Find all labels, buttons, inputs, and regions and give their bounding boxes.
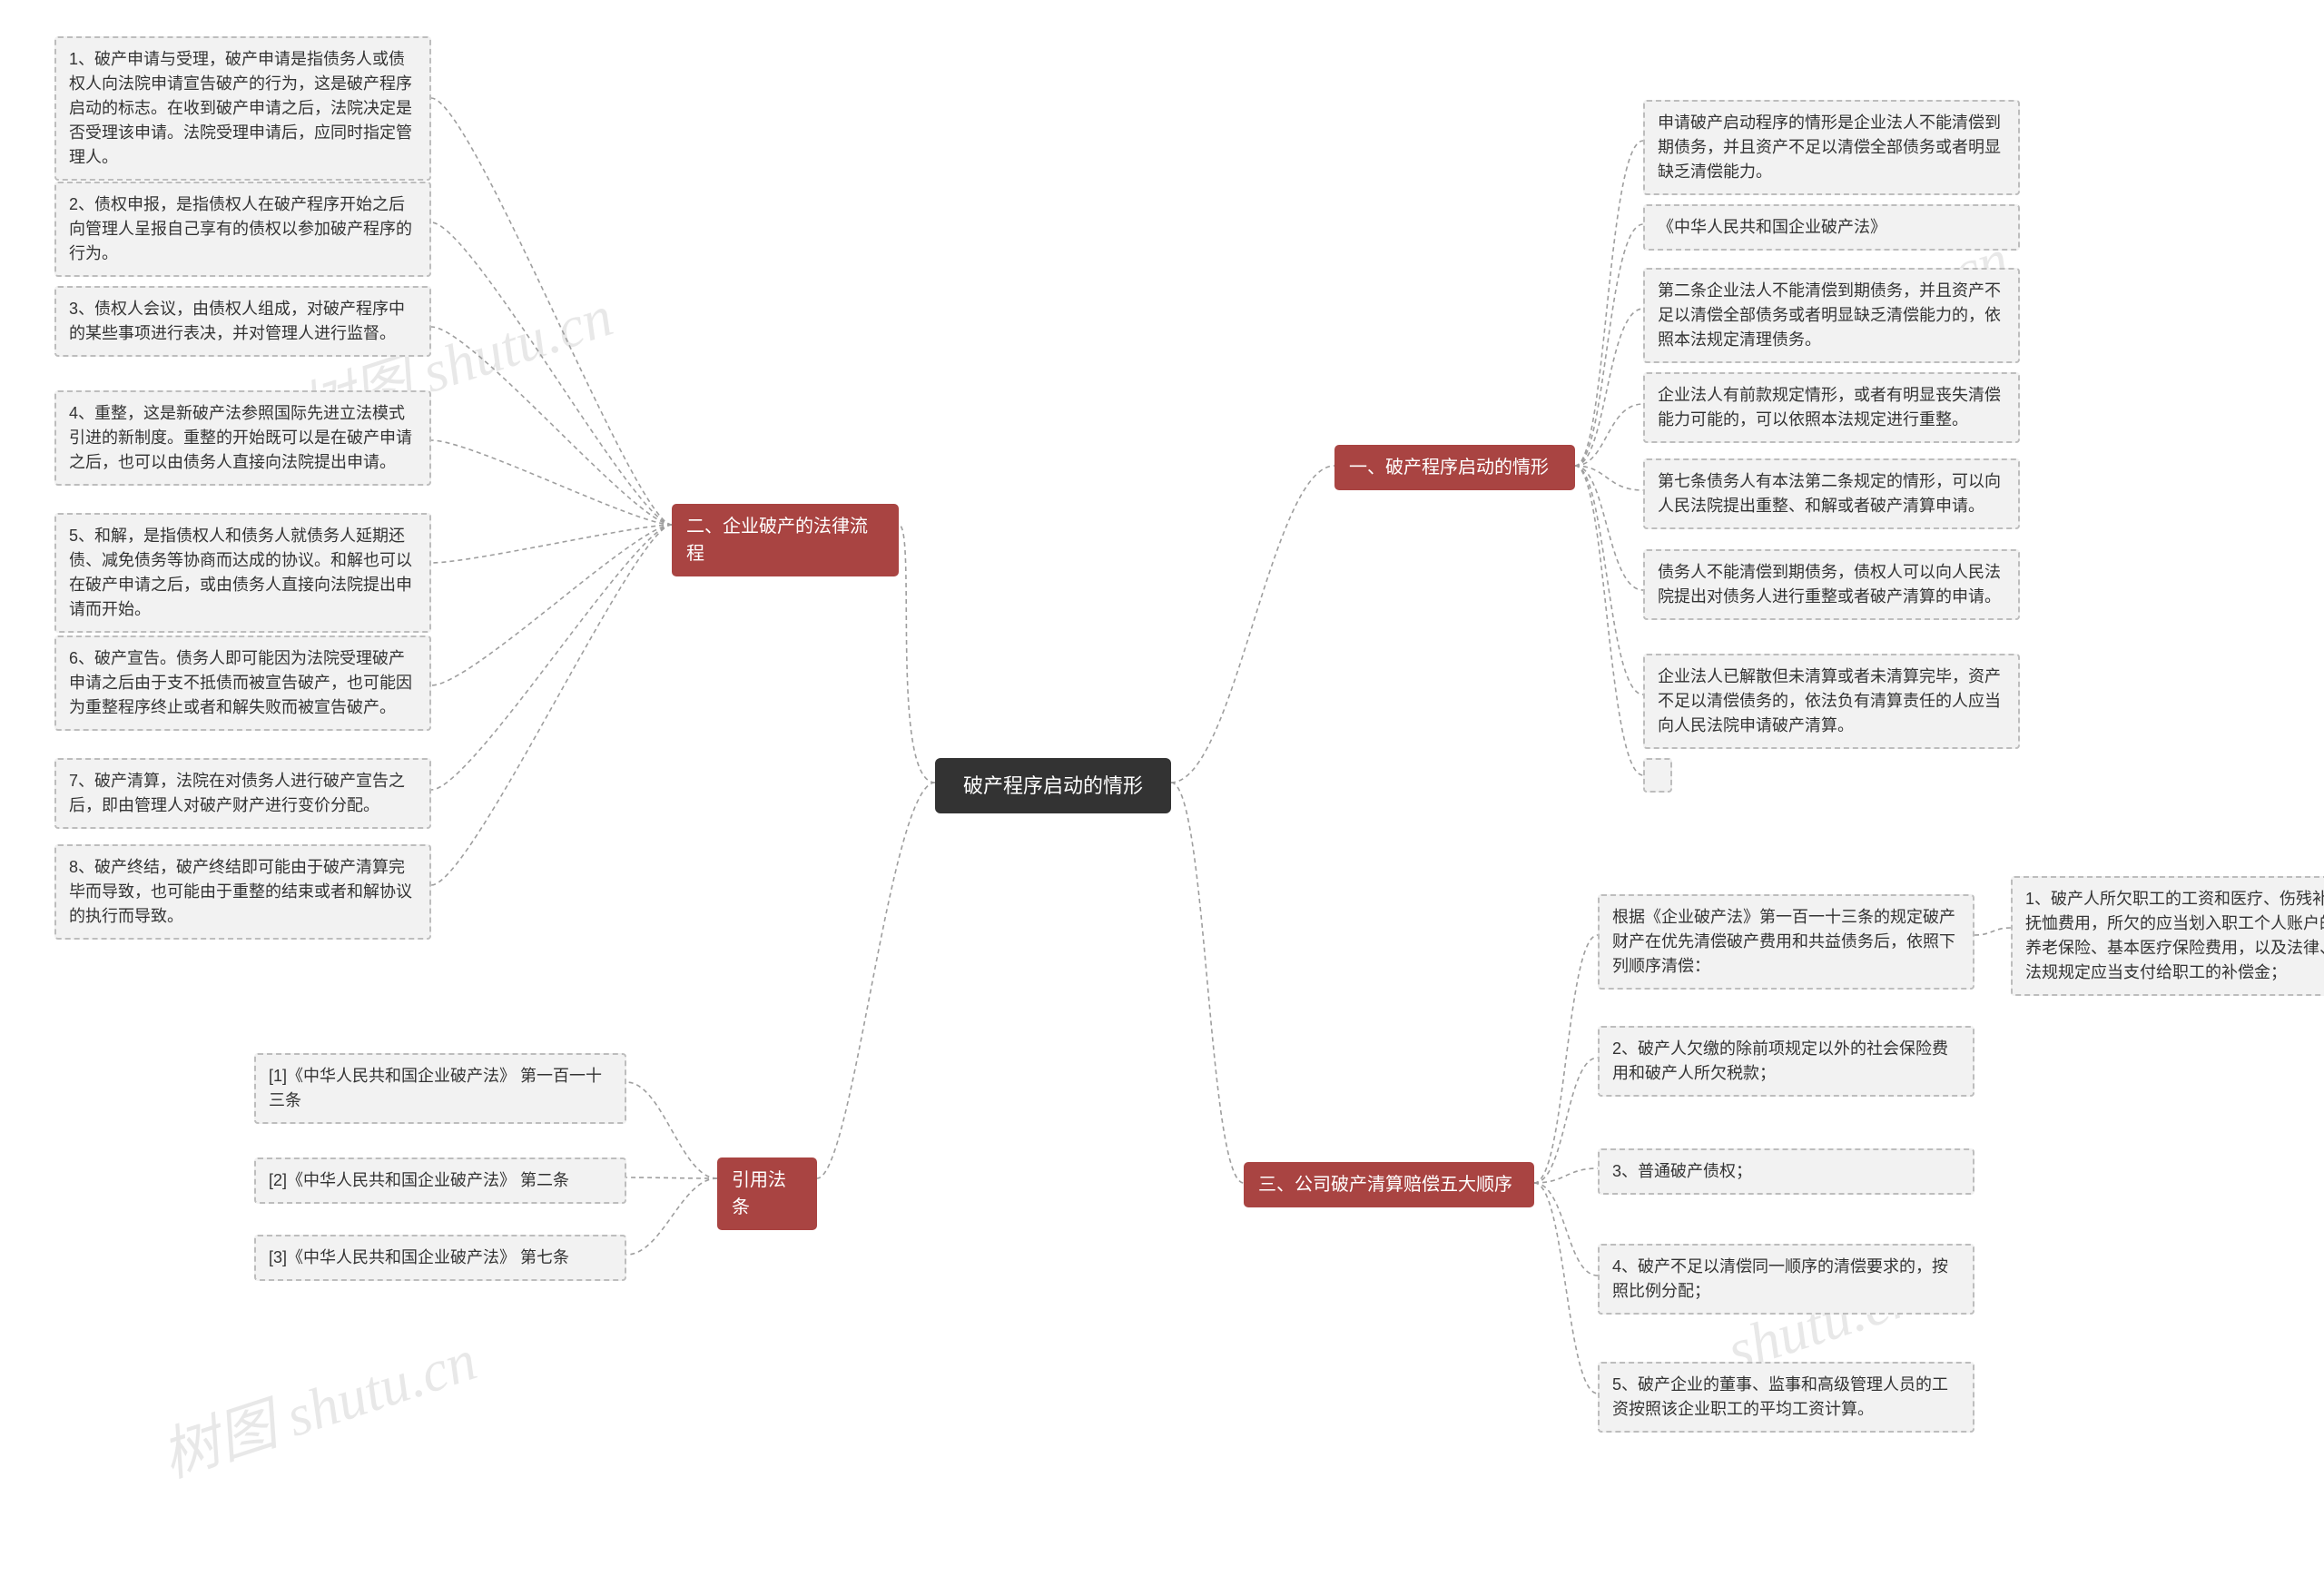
leaf-b1-3[interactable]: 第二条企业法人不能清偿到期债务，并且资产不足以清偿全部债务或者明显缺乏清偿能力的…	[1643, 268, 2020, 363]
leaf-b3-4[interactable]: 4、破产不足以清偿同一顺序的清偿要求的，按照比例分配；	[1598, 1244, 1974, 1315]
leaf-b4-3[interactable]: [3]《中华人民共和国企业破产法》 第七条	[254, 1235, 626, 1281]
leaf-b1-6[interactable]: 债务人不能清偿到期债务，债权人可以向人民法院提出对债务人进行重整或者破产清算的申…	[1643, 549, 2020, 620]
leaf-b3-5[interactable]: 5、破产企业的董事、监事和高级管理人员的工资按照该企业职工的平均工资计算。	[1598, 1362, 1974, 1433]
leaf-b3-2[interactable]: 2、破产人欠缴的除前项规定以外的社会保险费用和破产人所欠税款；	[1598, 1026, 1974, 1097]
leaf-b3-1[interactable]: 根据《企业破产法》第一百一十三条的规定破产财产在优先清偿破产费用和共益债务后，依…	[1598, 894, 1974, 990]
leaf-b2-1[interactable]: 1、破产申请与受理，破产申请是指债务人或债权人向法院申请宣告破产的行为，这是破产…	[54, 36, 431, 181]
leaf-b1-1[interactable]: 申请破产启动程序的情形是企业法人不能清偿到期债务，并且资产不足以清偿全部债务或者…	[1643, 100, 2020, 195]
watermark: 树图 shutu.cn	[150, 1314, 486, 1493]
leaf-b4-2[interactable]: [2]《中华人民共和国企业破产法》 第二条	[254, 1157, 626, 1204]
leaf-b2-5[interactable]: 5、和解，是指债权人和债务人就债务人延期还债、减免债务等协商而达成的协议。和解也…	[54, 513, 431, 633]
leaf-b2-4[interactable]: 4、重整，这是新破产法参照国际先进立法模式引进的新制度。重整的开始既可以是在破产…	[54, 390, 431, 486]
leaf-b1-8[interactable]	[1643, 758, 1672, 793]
leaf-b4-1[interactable]: [1]《中华人民共和国企业破产法》 第一百一十三条	[254, 1053, 626, 1124]
leaf-b2-3[interactable]: 3、债权人会议，由债权人组成，对破产程序中的某些事项进行表决，并对管理人进行监督…	[54, 286, 431, 357]
branch-4[interactable]: 引用法条	[717, 1157, 817, 1230]
mindmap-canvas: 树图 shutu.cn 树图 shutu.cn shutu.cn shutu.c…	[0, 0, 2324, 1586]
root-node[interactable]: 破产程序启动的情形	[935, 758, 1171, 813]
leaf-b1-4[interactable]: 企业法人有前款规定情形，或者有明显丧失清偿能力可能的，可以依照本法规定进行重整。	[1643, 372, 2020, 443]
leaf-b2-2[interactable]: 2、债权申报，是指债权人在破产程序开始之后向管理人呈报自己享有的债权以参加破产程…	[54, 182, 431, 277]
leaf-b1-5[interactable]: 第七条债务人有本法第二条规定的情形，可以向人民法院提出重整、和解或者破产清算申请…	[1643, 458, 2020, 529]
branch-1[interactable]: 一、破产程序启动的情形	[1334, 445, 1575, 490]
branch-3[interactable]: 三、公司破产清算赔偿五大顺序	[1244, 1162, 1534, 1207]
leaf-b3-3[interactable]: 3、普通破产债权；	[1598, 1148, 1974, 1195]
leaf-b2-8[interactable]: 8、破产终结，破产终结即可能由于破产清算完毕而导致，也可能由于重整的结束或者和解…	[54, 844, 431, 940]
leaf-b2-6[interactable]: 6、破产宣告。债务人即可能因为法院受理破产申请之后由于支不抵债而被宣告破产，也可…	[54, 635, 431, 731]
leaf-b1-7[interactable]: 企业法人已解散但未清算或者未清算完毕，资产不足以清偿债务的，依法负有清算责任的人…	[1643, 654, 2020, 749]
leaf-b3-1-1[interactable]: 1、破产人所欠职工的工资和医疗、伤残补助、抚恤费用，所欠的应当划入职工个人账户的…	[2011, 876, 2324, 996]
leaf-b2-7[interactable]: 7、破产清算，法院在对债务人进行破产宣告之后，即由管理人对破产财产进行变价分配。	[54, 758, 431, 829]
leaf-b1-2[interactable]: 《中华人民共和国企业破产法》	[1643, 204, 2020, 251]
branch-2[interactable]: 二、企业破产的法律流程	[672, 504, 899, 576]
